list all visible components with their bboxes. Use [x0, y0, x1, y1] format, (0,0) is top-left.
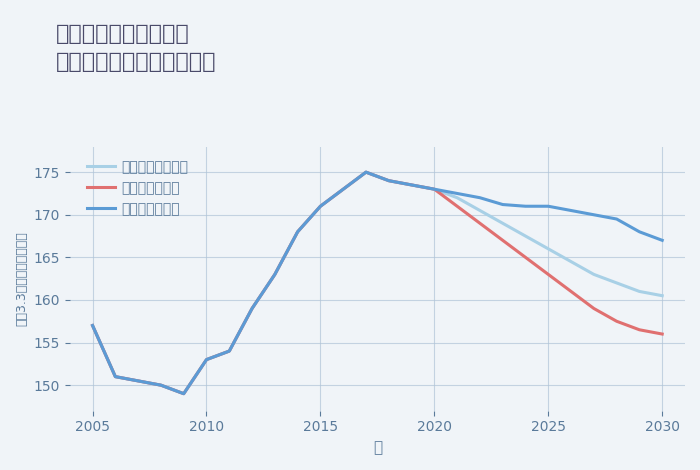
Line: ノーマルシナリオ: ノーマルシナリオ	[92, 172, 662, 394]
ノーマルシナリオ	[589, 272, 598, 277]
バッドシナリオ	[316, 204, 325, 209]
ノーマルシナリオ	[316, 204, 325, 209]
グッドシナリオ	[589, 212, 598, 218]
ノーマルシナリオ	[635, 289, 643, 294]
グッドシナリオ	[384, 178, 393, 183]
ノーマルシナリオ	[88, 323, 97, 329]
ノーマルシナリオ	[111, 374, 120, 379]
バッドシナリオ	[407, 182, 416, 188]
バッドシナリオ	[522, 255, 530, 260]
グッドシナリオ	[179, 391, 188, 397]
Legend: ノーマルシナリオ, バッドシナリオ, グッドシナリオ: ノーマルシナリオ, バッドシナリオ, グッドシナリオ	[83, 156, 193, 220]
Y-axis label: 坪（3.3㎡）単価（万円）: 坪（3.3㎡）単価（万円）	[15, 231, 28, 326]
グッドシナリオ	[430, 187, 439, 192]
Text: 兵庫県西宮市石在町の
中古マンションの価格推移: 兵庫県西宮市石在町の 中古マンションの価格推移	[56, 24, 216, 71]
グッドシナリオ	[658, 237, 666, 243]
バッドシナリオ	[589, 306, 598, 311]
ノーマルシナリオ	[612, 280, 621, 286]
グッドシナリオ	[157, 382, 165, 388]
ノーマルシナリオ	[271, 272, 279, 277]
バッドシナリオ	[248, 306, 256, 311]
ノーマルシナリオ	[134, 378, 142, 384]
グッドシナリオ	[134, 378, 142, 384]
ノーマルシナリオ	[179, 391, 188, 397]
グッドシナリオ	[476, 195, 484, 201]
グッドシナリオ	[339, 187, 347, 192]
グッドシナリオ	[225, 348, 234, 354]
バッドシナリオ	[476, 220, 484, 226]
バッドシナリオ	[293, 229, 302, 235]
ノーマルシナリオ	[248, 306, 256, 311]
グッドシナリオ	[453, 191, 461, 196]
グッドシナリオ	[522, 204, 530, 209]
グッドシナリオ	[202, 357, 211, 362]
グッドシナリオ	[567, 208, 575, 213]
ノーマルシナリオ	[658, 293, 666, 298]
グッドシナリオ	[544, 204, 552, 209]
バッドシナリオ	[384, 178, 393, 183]
X-axis label: 年: 年	[373, 440, 382, 455]
ノーマルシナリオ	[407, 182, 416, 188]
ノーマルシナリオ	[522, 233, 530, 239]
ノーマルシナリオ	[567, 259, 575, 265]
ノーマルシナリオ	[293, 229, 302, 235]
バッドシナリオ	[157, 382, 165, 388]
バッドシナリオ	[635, 327, 643, 333]
グッドシナリオ	[362, 169, 370, 175]
ノーマルシナリオ	[202, 357, 211, 362]
グッドシナリオ	[271, 272, 279, 277]
バッドシナリオ	[271, 272, 279, 277]
バッドシナリオ	[430, 187, 439, 192]
グッドシナリオ	[612, 216, 621, 222]
グッドシナリオ	[293, 229, 302, 235]
バッドシナリオ	[339, 187, 347, 192]
グッドシナリオ	[316, 204, 325, 209]
バッドシナリオ	[362, 169, 370, 175]
ノーマルシナリオ	[157, 382, 165, 388]
バッドシナリオ	[658, 331, 666, 337]
バッドシナリオ	[134, 378, 142, 384]
Line: グッドシナリオ: グッドシナリオ	[92, 172, 662, 394]
グッドシナリオ	[498, 202, 507, 207]
ノーマルシナリオ	[225, 348, 234, 354]
バッドシナリオ	[498, 237, 507, 243]
バッドシナリオ	[453, 204, 461, 209]
グッドシナリオ	[111, 374, 120, 379]
ノーマルシナリオ	[339, 187, 347, 192]
バッドシナリオ	[567, 289, 575, 294]
ノーマルシナリオ	[362, 169, 370, 175]
グッドシナリオ	[88, 323, 97, 329]
グッドシナリオ	[248, 306, 256, 311]
バッドシナリオ	[225, 348, 234, 354]
グッドシナリオ	[635, 229, 643, 235]
ノーマルシナリオ	[384, 178, 393, 183]
バッドシナリオ	[202, 357, 211, 362]
バッドシナリオ	[544, 272, 552, 277]
ノーマルシナリオ	[544, 246, 552, 251]
バッドシナリオ	[111, 374, 120, 379]
バッドシナリオ	[179, 391, 188, 397]
グッドシナリオ	[407, 182, 416, 188]
ノーマルシナリオ	[430, 187, 439, 192]
ノーマルシナリオ	[498, 220, 507, 226]
Line: バッドシナリオ: バッドシナリオ	[92, 172, 662, 394]
ノーマルシナリオ	[453, 195, 461, 201]
ノーマルシナリオ	[476, 208, 484, 213]
バッドシナリオ	[612, 319, 621, 324]
バッドシナリオ	[88, 323, 97, 329]
